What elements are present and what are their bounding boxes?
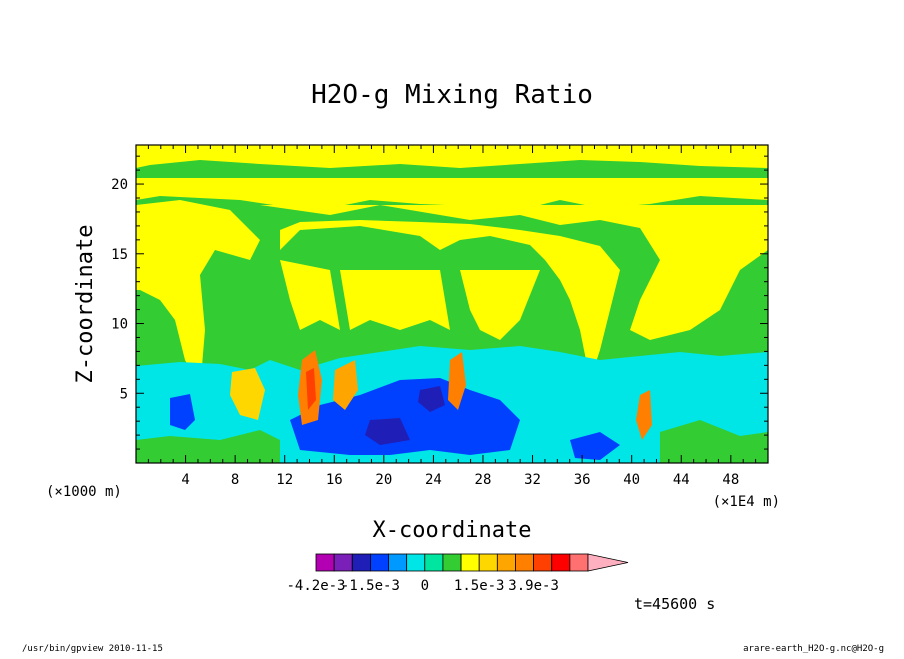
colorbar-swatch — [478, 553, 498, 572]
x-tick-label: 8 — [231, 472, 239, 488]
colorbar-tick-label: -4.2e-3 — [286, 578, 345, 594]
field-orange-plume-1 — [230, 368, 265, 420]
colorbar — [315, 553, 629, 572]
field-dark-blue — [418, 386, 445, 412]
y-tick-label: 15 — [111, 247, 128, 263]
x-tick-label: 16 — [326, 472, 343, 488]
field-orange-plume-5 — [636, 390, 652, 440]
colorbar-swatch — [533, 553, 553, 572]
x-unit-left: (×1000 m) — [46, 484, 122, 500]
colorbar-tick-label: -1.5e-3 — [341, 578, 400, 594]
colorbar-tick-label: 0 — [421, 578, 429, 594]
field-tropopause-band — [136, 178, 768, 210]
colorbar-swatch — [515, 553, 535, 572]
colorbar-swatch — [406, 553, 426, 572]
y-tick-label: 10 — [111, 317, 128, 333]
x-tick-label: 40 — [623, 472, 640, 488]
x-tick-label: 4 — [181, 472, 189, 488]
chart-title: H2O-g Mixing Ratio — [311, 80, 593, 110]
field-blue-patch — [170, 394, 195, 430]
footer-left: /usr/bin/gpview 2010-11-15 — [22, 644, 163, 654]
field-orange-plume-3 — [333, 360, 358, 410]
colorbar-swatch — [315, 553, 335, 572]
field-orange-plume-4 — [448, 352, 466, 410]
x-tick-label: 12 — [276, 472, 293, 488]
plot-frame — [135, 144, 769, 464]
colorbar-swatch — [569, 553, 589, 572]
colorbar-swatch — [460, 553, 480, 572]
y-axis-label: Z-coordinate — [73, 225, 98, 384]
field-yellow-plume-3 — [460, 270, 540, 340]
colorbar-swatch — [333, 553, 353, 572]
field-blue-patch-2 — [570, 432, 620, 460]
field-red-core — [306, 368, 316, 410]
field-dark-blue-2 — [365, 418, 410, 445]
colorbar-swatch — [388, 553, 408, 572]
y-axis: 5 10 15 20 — [111, 155, 768, 450]
x-unit-right: (×1E4 m) — [713, 494, 780, 510]
time-label: t=45600 s — [634, 595, 715, 613]
x-tick-label: 32 — [524, 472, 541, 488]
y-tick-label: 5 — [120, 386, 128, 402]
footer-right: arare-earth_H2O-g.nc@H2O-g — [743, 644, 884, 654]
field-upper-layer — [136, 145, 768, 168]
colorbar-labels: -4.2e-3-1.5e-3 0 1.5e-3 3.9e-3 — [286, 578, 558, 594]
x-axis: 4 8 12 16 20 24 28 32 36 40 44 48 — [147, 145, 757, 488]
field-mid-yellow — [136, 200, 260, 390]
x-tick-label: 44 — [673, 472, 690, 488]
x-tick-label: 28 — [475, 472, 492, 488]
field-blue-layer — [290, 378, 520, 455]
plot-area — [136, 145, 768, 463]
colorbar-extend-arrow — [587, 553, 629, 572]
x-tick-label: 24 — [425, 472, 442, 488]
colorbar-swatch — [551, 553, 571, 572]
colorbar-tick-label: 1.5e-3 — [454, 578, 505, 594]
x-tick-label: 36 — [574, 472, 591, 488]
field-green-lower — [136, 430, 280, 463]
colorbar-swatch — [424, 553, 444, 572]
x-axis-label: X-coordinate — [373, 518, 532, 543]
x-tick-label: 48 — [722, 472, 739, 488]
field-yellow-plume-2 — [340, 270, 450, 330]
colorbar-swatch — [369, 553, 389, 572]
colorbar-tick-label: 3.9e-3 — [508, 578, 559, 594]
field-yellow-plume-1 — [280, 260, 340, 330]
field-green-lower-2 — [660, 420, 768, 463]
colorbar-swatch — [442, 553, 462, 572]
y-tick-label: 20 — [111, 177, 128, 193]
x-tick-label: 20 — [375, 472, 392, 488]
colorbar-swatch — [496, 553, 516, 572]
colorbar-swatch — [351, 553, 371, 572]
field-mid-yellow-2 — [260, 205, 768, 340]
